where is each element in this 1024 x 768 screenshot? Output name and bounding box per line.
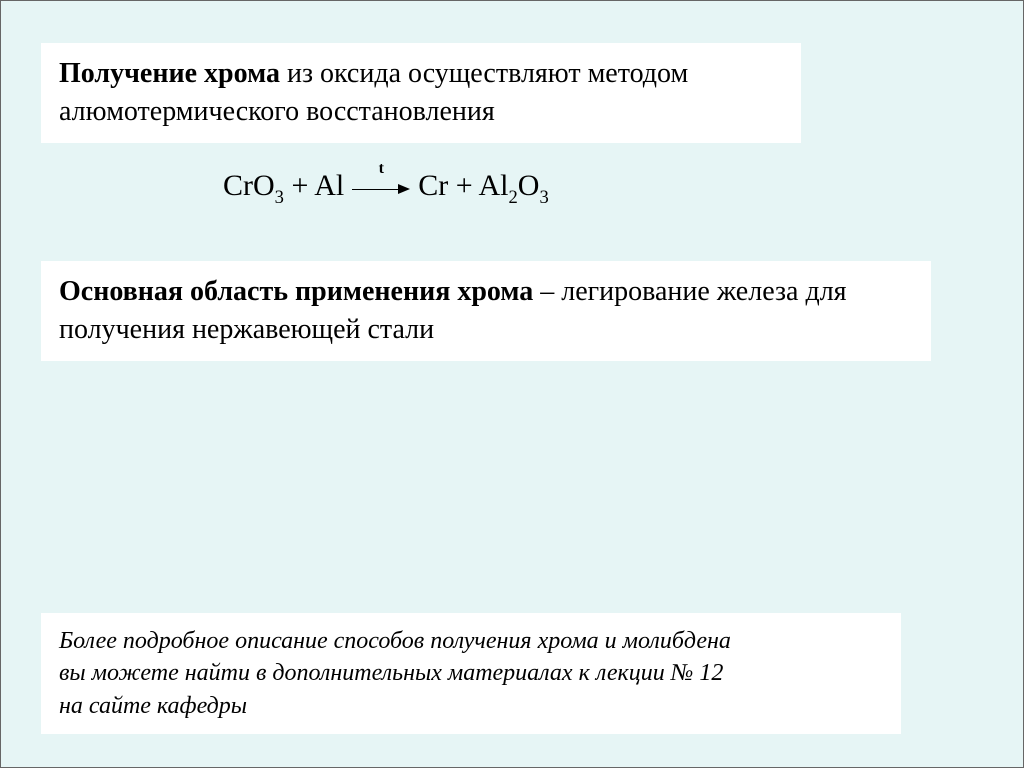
footnote-line2: вы можете найти в дополнительных материа… [59,657,883,689]
eq-products: Cr + Al2O3 [418,169,549,208]
intro-bold: Получение хрома [59,58,280,89]
eq-p2-sub2: 3 [539,187,548,208]
reaction-equation: CrO3 + Al t Cr + Al2O3 [223,169,549,208]
application-box: Основная область применения хрома – леги… [41,261,931,361]
footnote-box: Более подробное описание способов получе… [41,613,901,734]
eq-p2-base: Al [479,169,509,202]
eq-plus1: + [284,169,314,202]
eq-r1-sub: 3 [275,187,284,208]
arrow-line [352,189,400,190]
intro-text: Получение хрома из оксида осуществляют м… [59,55,783,131]
intro-box: Получение хрома из оксида осуществляют м… [41,43,801,143]
eq-p1: Cr [418,169,448,202]
eq-p2-sub1: 2 [509,187,518,208]
eq-p2-mid: O [518,169,540,202]
eq-plus2: + [448,169,478,202]
application-bold: Основная область применения хрома [59,276,533,307]
eq-r1-base: CrO [223,169,275,202]
reaction-arrow: t [352,174,410,204]
eq-reactants: CrO3 + Al [223,169,344,208]
arrow-label: t [352,160,410,178]
eq-r2: Al [314,169,344,202]
footnote-line1: Более подробное описание способов получе… [59,625,883,657]
application-text: Основная область применения хрома – леги… [59,273,913,349]
arrow-head-icon [398,184,410,194]
footnote-line3: на сайте кафедры [59,690,883,722]
